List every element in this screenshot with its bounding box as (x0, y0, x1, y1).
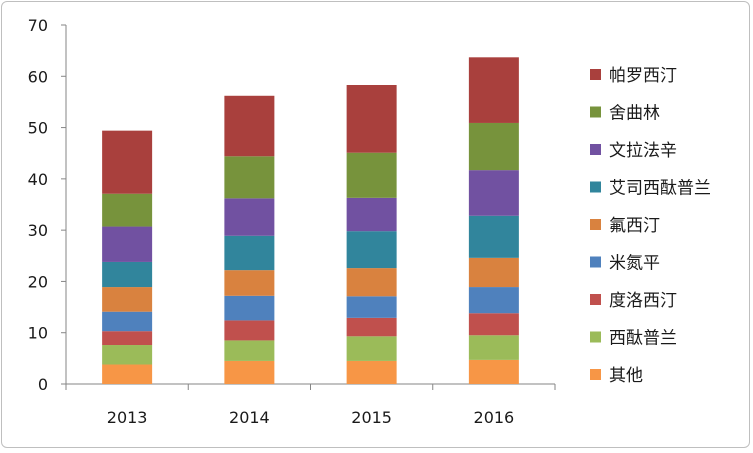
legend-swatch (590, 106, 601, 118)
y-tick-label: 70 (28, 16, 48, 35)
bar-segment (102, 364, 153, 384)
y-tick-label: 10 (28, 324, 48, 343)
bar-segment (102, 287, 153, 312)
bar-segment (468, 57, 519, 123)
bar-segment (224, 156, 275, 199)
y-tick-label: 50 (28, 119, 48, 138)
legend-label: 氟西汀 (609, 216, 660, 236)
axes: 0 10 20 30 40 50 60 70 2013 2014 2015 2016 (28, 16, 556, 427)
bar-segment (224, 320, 275, 341)
bar-segment (346, 296, 397, 318)
bar-segment (102, 193, 153, 227)
legend-label: 度洛西汀 (609, 291, 677, 311)
y-tick-label: 40 (28, 170, 48, 189)
bar-segment (346, 268, 397, 297)
bar-segment (346, 231, 397, 269)
bars (102, 57, 519, 384)
legend-swatch (590, 219, 601, 230)
legend-label: 米氮平 (609, 254, 660, 274)
legend-label: 舍曲林 (609, 104, 660, 124)
x-tick-label: 2016 (474, 408, 515, 427)
legend-swatch (590, 294, 601, 305)
bar-segment (102, 311, 153, 332)
bar-segment (224, 95, 275, 157)
legend-swatch (590, 369, 601, 380)
bar-segment (224, 198, 275, 236)
legend-swatch (590, 256, 601, 268)
bar-segment (224, 295, 275, 321)
bar-segment (102, 345, 153, 365)
x-tick-label: 2013 (107, 408, 148, 427)
bar-segment (224, 235, 275, 271)
bar-segment (224, 360, 275, 384)
legend-swatch (590, 69, 601, 80)
bar-segment (224, 270, 275, 296)
bar-segment (346, 152, 397, 198)
bar-segment (468, 287, 519, 314)
bar-segment (468, 170, 519, 216)
legend-label: 艾司西酞普兰 (609, 179, 711, 199)
bar-segment (102, 261, 153, 288)
bar-segment (346, 336, 397, 361)
bar-segment (468, 215, 519, 258)
legend-swatch (590, 181, 601, 193)
y-tick-label: 60 (28, 67, 48, 86)
bar-segment (468, 359, 519, 384)
bar-segment (346, 85, 397, 153)
bar-segment (102, 130, 153, 194)
legend-swatch (590, 144, 601, 155)
bar-segment (346, 360, 397, 384)
legend-label: 文拉法辛 (609, 141, 677, 161)
bar-segment (468, 335, 519, 360)
y-tick-label: 0 (38, 375, 48, 394)
legend-label: 帕罗西汀 (609, 66, 677, 86)
bar-segment (102, 331, 153, 346)
x-tick-label: 2014 (229, 408, 270, 427)
y-tick-label: 20 (28, 272, 48, 291)
bar-segment (468, 257, 519, 288)
bar-segment (346, 197, 397, 232)
bar-segment (346, 317, 397, 337)
legend-label: 其他 (609, 366, 643, 386)
bar-segment (102, 226, 153, 262)
legend-swatch (590, 331, 601, 343)
legend-label: 西酞普兰 (609, 329, 677, 349)
y-tick-label: 30 (28, 221, 48, 240)
bar-segment (224, 340, 275, 361)
bar-segment (468, 313, 519, 336)
x-tick-label: 2015 (351, 408, 392, 427)
bar-segment (468, 122, 519, 171)
